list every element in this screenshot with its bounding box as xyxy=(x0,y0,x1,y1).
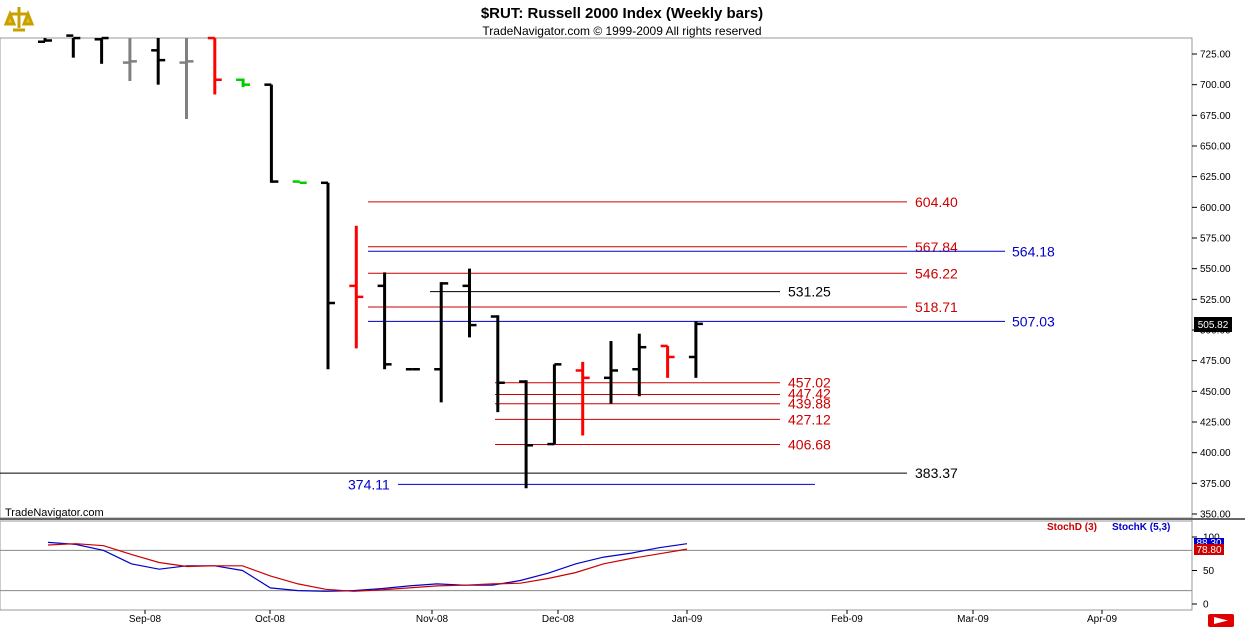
stoch-y-tick-label: 50 xyxy=(1203,566,1215,577)
stochk-legend: StochK (5,3) xyxy=(1112,522,1170,533)
stochk-value-label: 88.30 xyxy=(1196,538,1221,549)
y-tick-label: 525.00 xyxy=(1200,295,1231,306)
level-label: 531.25 xyxy=(788,284,831,300)
stoch-y-tick-label: 0 xyxy=(1203,600,1209,611)
x-tick-label: Nov-08 xyxy=(416,614,449,625)
level-label: 457.02 xyxy=(788,375,831,391)
chart-copyright: TradeNavigator.com © 1999-2009 All right… xyxy=(482,24,761,38)
stochd-legend: StochD (3) xyxy=(1047,522,1097,533)
y-tick-label: 375.00 xyxy=(1200,479,1231,490)
level-label: 447.42 xyxy=(788,385,831,401)
y-tick-label: 625.00 xyxy=(1200,172,1231,183)
level-label: 567.84 xyxy=(915,239,958,255)
scroll-right-arrow-icon[interactable] xyxy=(1208,614,1234,627)
price-pane[interactable] xyxy=(0,37,1193,519)
y-tick-label: 550.00 xyxy=(1200,264,1231,275)
level-label: 383.37 xyxy=(915,465,958,481)
stochk-value-box xyxy=(1194,538,1224,547)
chart-title: $RUT: Russell 2000 Index (Weekly bars) xyxy=(481,5,763,22)
stochd-line xyxy=(47,543,688,592)
trade-navigator-logo-icon[interactable] xyxy=(3,4,35,34)
y-tick-label: 575.00 xyxy=(1200,234,1231,245)
level-label: 439.88 xyxy=(788,396,831,412)
last-price-box xyxy=(1194,317,1232,332)
x-tick-label: Oct-08 xyxy=(255,614,285,625)
last-price-label: 505.82 xyxy=(1198,320,1229,331)
x-tick-label: Apr-09 xyxy=(1087,614,1117,625)
x-tick-label: Sep-08 xyxy=(129,614,162,625)
level-label: 518.71 xyxy=(915,299,958,315)
x-tick-label: Jan-09 xyxy=(672,614,703,625)
x-tick-label: Mar-09 xyxy=(957,614,989,625)
y-tick-label: 725.00 xyxy=(1200,50,1231,61)
x-tick-label: Dec-08 xyxy=(542,614,575,625)
level-label: 507.03 xyxy=(1012,313,1055,329)
y-tick-label: 400.00 xyxy=(1200,448,1231,459)
stochk-line xyxy=(47,541,688,592)
y-tick-label: 425.00 xyxy=(1200,418,1231,429)
level-label: 406.68 xyxy=(788,436,831,452)
level-label: 374.11 xyxy=(348,476,390,492)
watermark-text: TradeNavigator.com xyxy=(5,507,104,519)
level-label: 564.18 xyxy=(1012,243,1055,259)
level-label: 604.40 xyxy=(915,194,958,210)
level-label: 427.12 xyxy=(788,411,831,427)
y-tick-label: 700.00 xyxy=(1200,80,1231,91)
level-label: 546.22 xyxy=(915,265,958,281)
y-tick-label: 475.00 xyxy=(1200,356,1231,367)
stochd-value-label: 78.80 xyxy=(1196,545,1221,556)
stochd-value-box xyxy=(1194,544,1224,555)
y-tick-label: 450.00 xyxy=(1200,387,1231,398)
y-tick-label: 675.00 xyxy=(1200,111,1231,122)
y-tick-label: 350.00 xyxy=(1200,510,1231,521)
y-tick-label: 600.00 xyxy=(1200,203,1231,214)
x-tick-label: Feb-09 xyxy=(831,614,863,625)
y-tick-label: 650.00 xyxy=(1200,142,1231,153)
